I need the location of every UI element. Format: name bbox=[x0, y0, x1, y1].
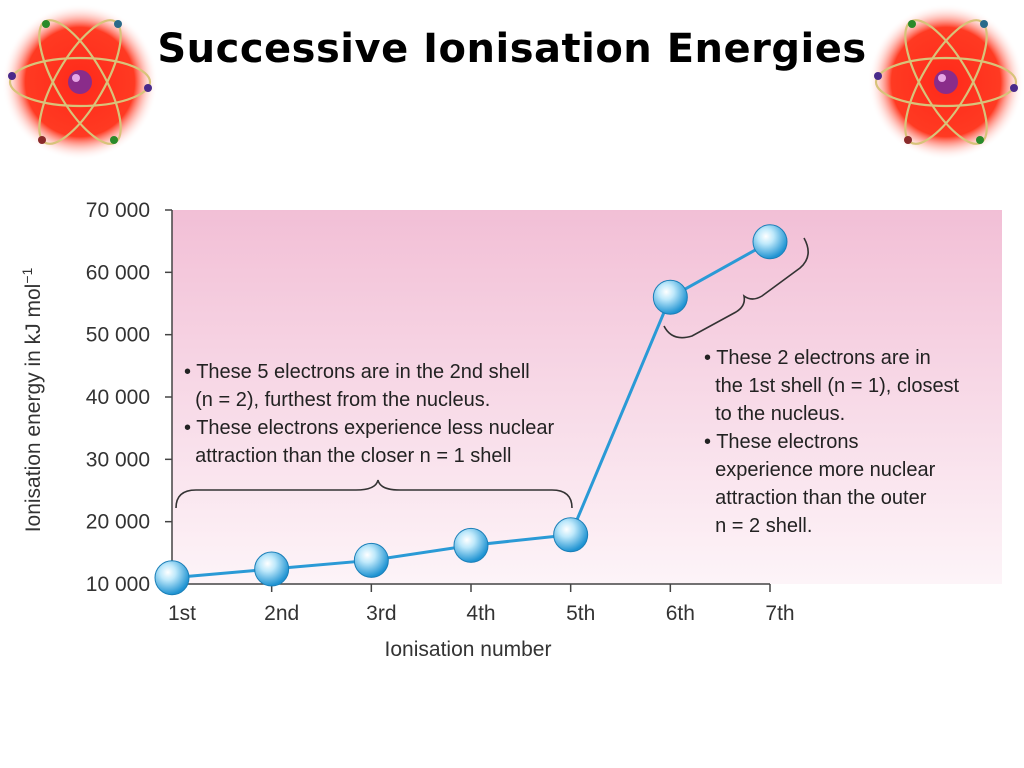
y-tick-label: 70 000 bbox=[86, 199, 150, 222]
atom-icon bbox=[868, 4, 1024, 160]
note-line: • These 2 electrons are in bbox=[704, 347, 931, 369]
data-points bbox=[154, 224, 788, 596]
y-axis-unit-exponent: −1 bbox=[19, 267, 35, 283]
outer-shell-brace bbox=[175, 479, 573, 509]
note-line: • These 5 electrons are in the 2nd shell bbox=[184, 361, 530, 383]
y-tick-label: 50 000 bbox=[86, 324, 150, 347]
outer-shell-note: • These 5 electrons are in the 2nd shell… bbox=[184, 361, 555, 467]
y-tick-label: 20 000 bbox=[86, 511, 150, 534]
ionisation-energy-chart: 10 000 20 000 30 000 40 000 50 000 60 000 70 0… bbox=[19, 199, 1002, 661]
data-point bbox=[353, 542, 389, 578]
data-point bbox=[154, 560, 190, 596]
y-axis-title: Ionisation energy in kJ mol−1 bbox=[19, 267, 45, 532]
data-point bbox=[453, 527, 489, 563]
note-line: attraction than the closer n = 1 shell bbox=[184, 445, 511, 467]
inner-shell-note: • These 2 electrons are in the 1st shell… bbox=[704, 347, 960, 537]
x-tick-label: 4th bbox=[466, 602, 495, 625]
data-point bbox=[752, 224, 788, 260]
data-point bbox=[553, 517, 589, 553]
note-line: • These electrons bbox=[704, 431, 859, 453]
note-line: (n = 2), furthest from the nucleus. bbox=[184, 389, 490, 411]
x-axis-ticks: 1st 2nd 3rd 4th 5th 6th 7th bbox=[168, 584, 795, 625]
y-tick-label: 30 000 bbox=[86, 448, 150, 471]
y-tick-label: 10 000 bbox=[86, 573, 150, 596]
y-tick-label: 60 000 bbox=[86, 261, 150, 284]
y-tick-label: 40 000 bbox=[86, 386, 150, 409]
slide-title: Successive Ionisation Energies bbox=[157, 26, 867, 72]
note-line: the 1st shell (n = 1), closest bbox=[704, 375, 960, 397]
x-tick-label: 5th bbox=[566, 602, 595, 625]
note-line: attraction than the outer bbox=[704, 487, 927, 509]
x-axis-title: Ionisation number bbox=[385, 638, 552, 661]
note-line: to the nucleus. bbox=[704, 403, 845, 425]
x-tick-label: 1st bbox=[168, 602, 196, 625]
x-tick-label: 2nd bbox=[264, 602, 299, 625]
data-point bbox=[254, 551, 290, 587]
plot-area bbox=[172, 210, 1002, 584]
y-axis-ticks: 10 000 20 000 30 000 40 000 50 000 60 000 70 0… bbox=[86, 199, 172, 596]
data-point bbox=[652, 279, 688, 315]
x-tick-label: 7th bbox=[765, 602, 794, 625]
note-line: • These electrons experience less nuclea… bbox=[184, 417, 555, 439]
atom-icon bbox=[2, 4, 158, 160]
x-tick-label: 3rd bbox=[366, 602, 396, 625]
note-line: n = 2 shell. bbox=[704, 515, 812, 537]
x-tick-label: 6th bbox=[666, 602, 695, 625]
inner-shell-brace bbox=[663, 237, 809, 339]
note-line: experience more nuclear bbox=[704, 459, 936, 481]
